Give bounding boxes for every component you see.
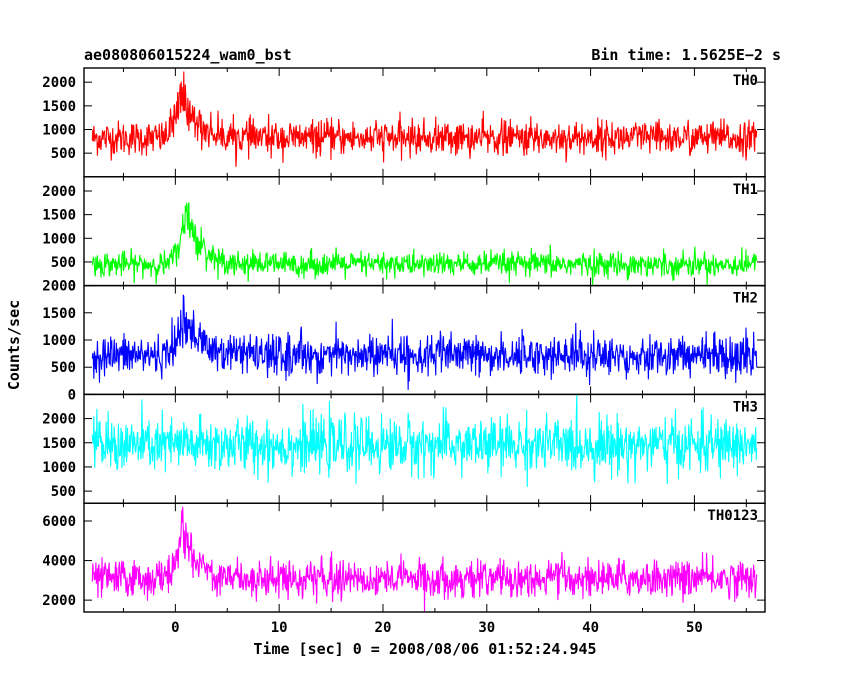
x-tick-label: 20 [375, 620, 392, 636]
y-tick-label: 4000 [42, 554, 76, 570]
panel-label-th3: TH3 [733, 399, 758, 415]
panel-label-th0123: TH0123 [707, 508, 758, 524]
y-tick-label: 1000 [42, 231, 76, 247]
y-tick-label: 500 [51, 484, 76, 500]
panel-label-th1: TH1 [733, 182, 758, 198]
series-th0 [91, 71, 758, 167]
y-tick-label: 1000 [42, 122, 76, 138]
series-th3 [91, 394, 758, 487]
y-tick-label: 500 [51, 255, 76, 271]
bin-time-label: Bin time: 1.5625E−2 s [591, 46, 781, 64]
x-axis-label: Time [sec] 0 = 2008/08/06 01:52:24.945 [253, 640, 596, 658]
series-th1 [91, 202, 758, 286]
y-tick-label: 1500 [42, 208, 76, 224]
panel-label-th0: TH0 [733, 73, 758, 89]
y-tick-label: 0 [68, 387, 76, 403]
series-th2 [91, 294, 758, 390]
panel-label-th2: TH2 [733, 291, 758, 307]
y-tick-label: 2000 [42, 279, 76, 295]
y-tick-label: 1000 [42, 460, 76, 476]
y-tick-label: 500 [51, 360, 76, 376]
y-tick-label: 2000 [42, 184, 76, 200]
panels-group: TH0500100015002000TH10500100015002000TH2… [42, 67, 766, 636]
y-tick-label: 6000 [42, 514, 76, 530]
y-tick-label: 1500 [42, 436, 76, 452]
x-tick-label: 40 [582, 620, 599, 636]
panel-frame-th0123 [83, 502, 766, 613]
y-axis-label: Counts/sec [5, 300, 23, 390]
chart-title: ae080806015224_wam0_bst [84, 46, 292, 64]
y-tick-label: 1000 [42, 333, 76, 349]
y-tick-label: 0 [68, 279, 76, 295]
x-tick-label: 0 [171, 620, 179, 636]
y-tick-label: 2000 [42, 412, 76, 428]
y-tick-label: 2000 [42, 75, 76, 91]
x-tick-label: 10 [271, 620, 288, 636]
series-th0123 [91, 506, 758, 613]
y-tick-label: 1500 [42, 306, 76, 322]
x-tick-label: 30 [478, 620, 495, 636]
y-tick-label: 2000 [42, 593, 76, 609]
y-tick-label: 500 [51, 146, 76, 162]
x-tick-label: 50 [686, 620, 703, 636]
y-tick-label: 1500 [42, 99, 76, 115]
